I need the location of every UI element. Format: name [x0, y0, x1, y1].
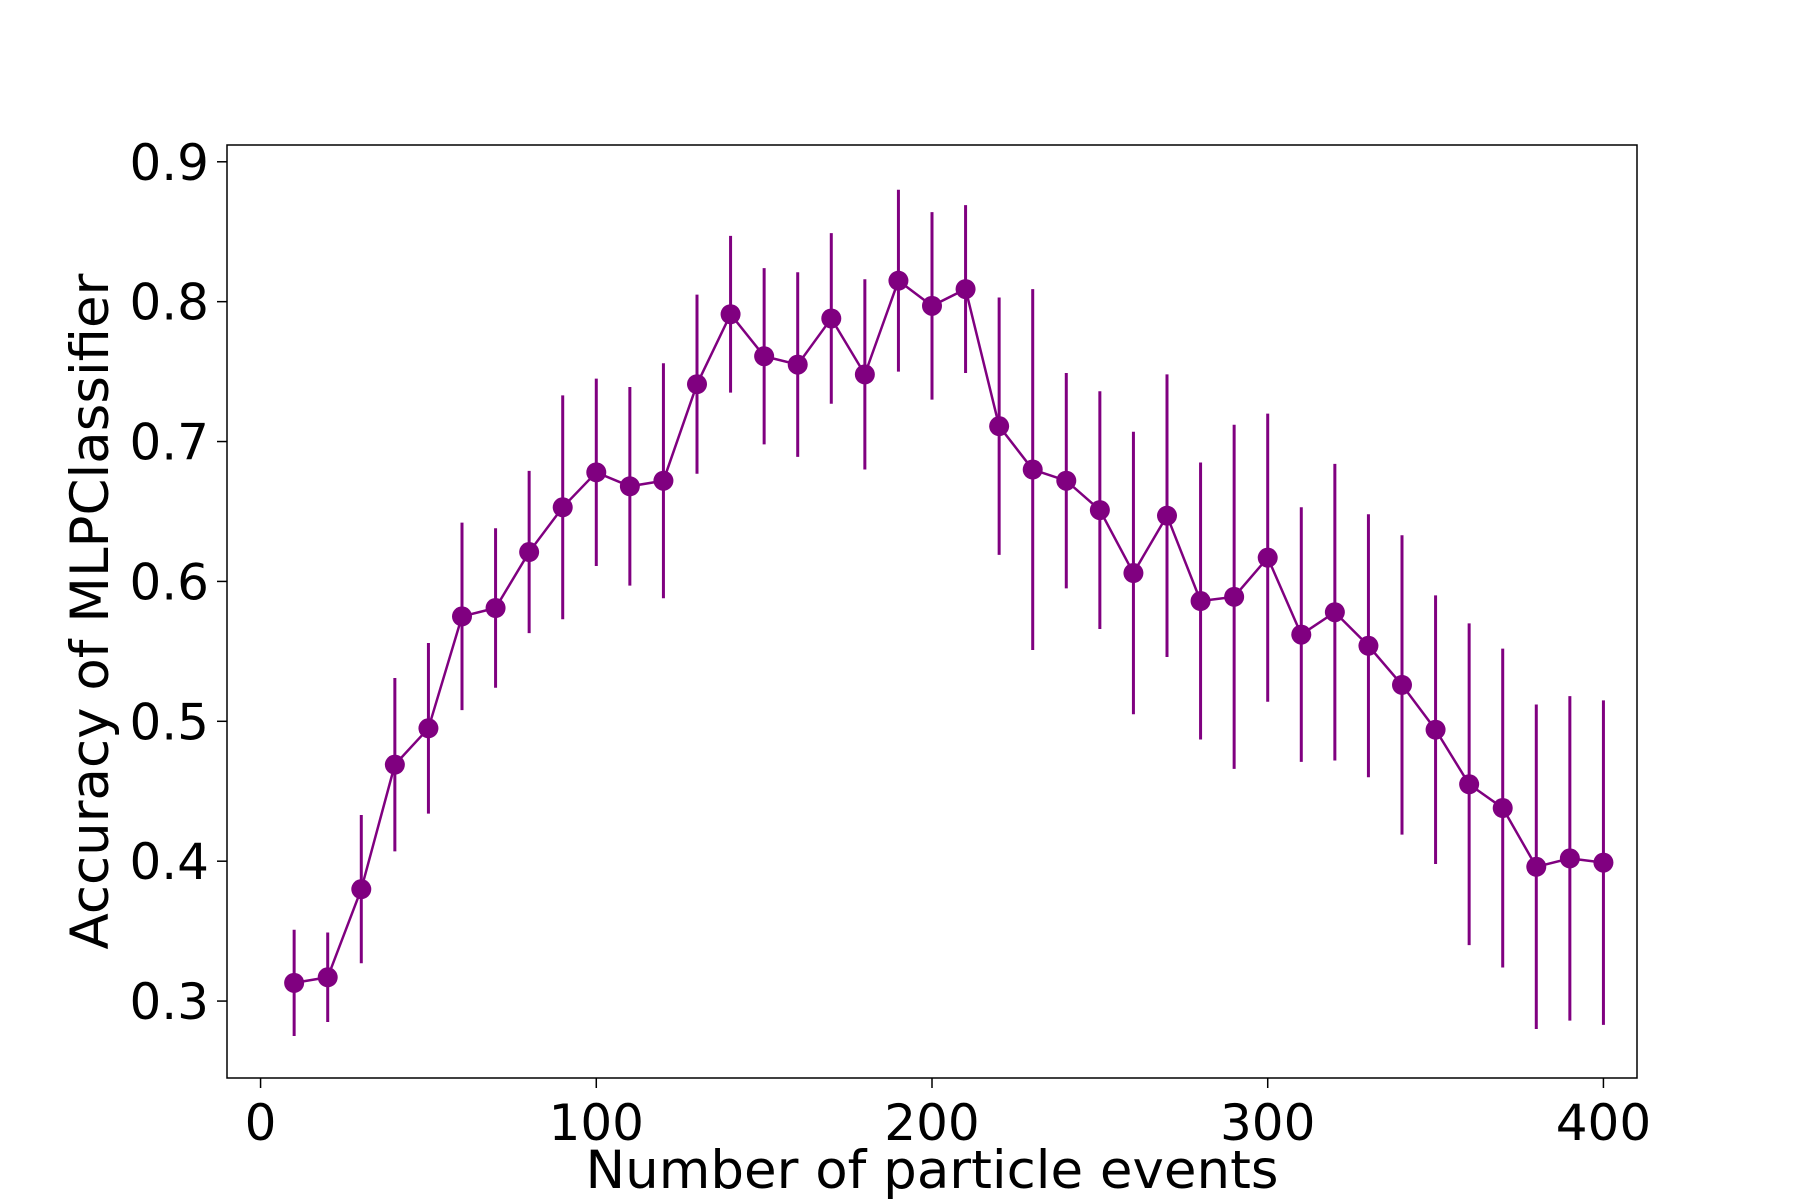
data-point: [586, 462, 607, 483]
data-point: [989, 416, 1010, 437]
x-tick-label: 300: [1220, 1094, 1315, 1152]
x-tick-label: 0: [245, 1094, 277, 1152]
x-tick-label: 200: [884, 1094, 979, 1152]
data-point: [1257, 547, 1278, 568]
data-marks: [284, 189, 1614, 1037]
data-point: [418, 718, 439, 739]
data-point: [888, 270, 909, 291]
y-tick-label: 0.7: [129, 414, 209, 472]
data-point: [1056, 470, 1077, 491]
data-point: [1324, 602, 1345, 623]
data-point: [1123, 563, 1144, 584]
data-point: [1291, 624, 1312, 645]
data-point: [452, 606, 472, 627]
y-tick-label: 0.9: [129, 134, 209, 192]
series-line: [293, 278, 1604, 985]
data-point: [1459, 774, 1480, 795]
data-point: [754, 346, 775, 367]
data-point: [1392, 674, 1412, 695]
x-axis-ticks: 0 100 200 300 400: [245, 1078, 1651, 1152]
data-point: [317, 967, 338, 988]
data-point: [687, 374, 707, 395]
y-tick-label: 0.5: [129, 693, 209, 751]
x-tick-label: 100: [549, 1094, 644, 1152]
data-point: [1190, 591, 1211, 612]
data-point: [1425, 719, 1446, 740]
data-point: [384, 754, 405, 775]
data-point: [619, 476, 640, 497]
data-point: [1526, 856, 1547, 877]
data-point: [485, 598, 506, 619]
x-tick-label: 400: [1556, 1094, 1651, 1152]
y-tick-label: 0.6: [129, 553, 209, 611]
data-point: [1089, 500, 1110, 521]
data-point: [653, 470, 674, 491]
data-point: [1224, 586, 1245, 607]
data-point: [720, 304, 741, 325]
y-axis-ticks: 0.3 0.4 0.5 0.6 0.7 0.8 0.9: [129, 134, 227, 1031]
data-point: [519, 542, 540, 563]
data-point: [284, 972, 305, 993]
data-point: [854, 364, 875, 385]
data-point: [1559, 848, 1580, 869]
data-point: [821, 308, 842, 329]
data-point: [351, 879, 372, 900]
y-tick-label: 0.3: [129, 973, 209, 1031]
data-point: [552, 497, 573, 518]
data-point: [922, 295, 942, 316]
y-tick-label: 0.4: [129, 833, 209, 891]
data-point: [955, 279, 976, 300]
data-point: [1593, 852, 1614, 873]
data-point: [1022, 459, 1043, 480]
data-point: [1358, 635, 1379, 656]
data-point: [1492, 798, 1513, 819]
x-axis-label: Number of particle events: [586, 1140, 1279, 1200]
y-tick-label: 0.8: [129, 274, 209, 332]
data-point: [1157, 505, 1177, 526]
y-axis-label: Accuracy of MLPClassifier: [60, 273, 121, 949]
data-point: [787, 354, 808, 375]
